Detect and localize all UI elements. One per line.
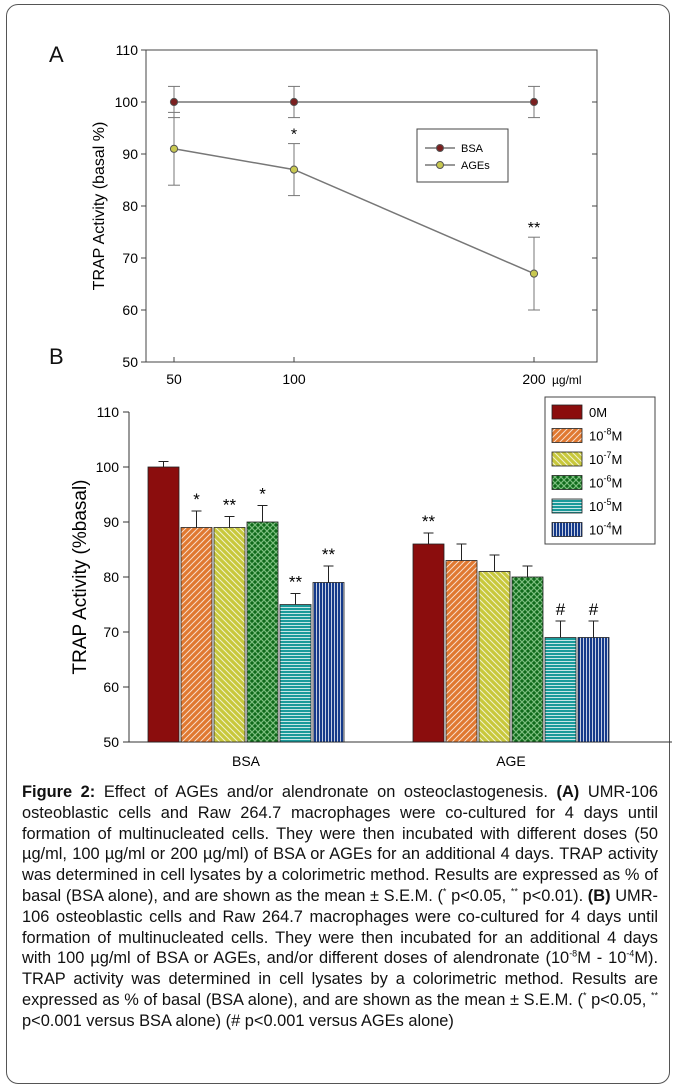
panel-a-label: A [49,42,64,67]
legend-label: AGEs [461,160,490,172]
data-point [289,165,299,174]
data-point [169,97,179,107]
legend-label: BSA [461,143,484,155]
legend-box [416,128,509,183]
legend-label: 0M [589,405,607,420]
panel-b-label: B [49,344,64,369]
caption-sup: ** [650,990,658,1001]
legend-swatch [551,451,583,467]
y-tick-label: 50 [122,354,138,370]
caption-sup: -4 [626,948,635,959]
significance-mark: ** [322,545,336,564]
bar [213,527,246,743]
x-tick-label: 100 [282,371,306,387]
y-tick-label: 90 [122,146,138,162]
significance-mark: * [259,485,266,504]
y-tick-label: 90 [103,514,119,530]
caption-text: p<0.05, [446,886,511,905]
x-tick-label: 50 [166,371,182,387]
bar [312,582,345,743]
significance-mark: * [291,127,297,144]
caption-text: Effect of AGEs and/or alendronate on ost… [95,783,557,801]
y-tick-label: 60 [103,679,119,695]
bar [544,637,577,743]
y-tick-label: 80 [103,569,119,585]
bar [577,637,610,743]
bar [511,576,544,743]
bar [279,604,312,743]
significance-mark: ** [223,496,237,515]
legend-box [544,396,656,545]
x-tick-label: AGE [496,753,526,769]
legend-swatch [551,522,583,537]
significance-mark: # [556,600,566,619]
y-tick-label: 70 [122,250,138,266]
significance-mark: ** [289,573,303,592]
caption-title: Figure 2: [22,783,96,801]
bar [147,466,180,743]
caption-b-label: (B) [587,886,611,905]
x-tick-label: 200 [522,371,546,387]
bar [246,521,279,743]
significance-mark: ** [528,220,540,237]
y-tick-label: 110 [97,404,120,420]
legend-swatch [551,428,583,443]
caption-text: M). TRAP activity was determined in cell… [22,949,658,1009]
bar [412,543,445,743]
line-chart-a: 50 60 70 80 90 100 110 50 100 200 µg/ml TRAP Activi… [91,42,598,387]
data-point [169,144,179,153]
data-point [529,269,539,278]
legend-label: 10-6M [589,474,622,491]
y-axis-label: TRAP Activity (%basal) [70,480,91,675]
significance-mark: # [589,600,599,619]
y-tick-label: 100 [96,459,120,475]
legend-swatch [551,475,583,490]
significance-mark: ** [422,512,436,531]
legend-swatch [551,404,583,420]
y-tick-label: 100 [115,94,139,110]
caption-text: M - 10 [577,949,627,968]
bar-chart-b: 50 60 70 80 90 100 110 TRAP Activity (%basal) BS… [70,396,672,769]
caption-sup: * [442,886,447,897]
caption-text: p<0.001 versus BSA alone) (# p<0.001 ver… [22,1011,454,1030]
x-unit-label: µg/ml [552,373,582,387]
figure-caption: Figure 2: Effect of AGEs and/or alendron… [22,782,658,1032]
legend-swatch [551,498,583,514]
legend-label: 10-4M [589,521,622,538]
bar [180,527,213,743]
y-tick-label: 50 [103,734,119,750]
caption-text: p<0.05, [586,990,651,1009]
legend-marker [436,161,444,169]
legend-marker [436,144,444,152]
caption-text: p<0.01). [517,886,588,905]
data-point [529,97,539,107]
y-tick-label: 110 [116,42,139,58]
legend-label: 10-8M [589,427,622,444]
y-tick-label: 70 [103,624,119,640]
caption-sup: * [582,990,587,1001]
caption-sup: ** [510,886,518,897]
caption-text: UMR-106 osteoblastic cells and Raw 264.7… [22,886,658,968]
x-tick-label: BSA [232,753,261,769]
bar [478,571,511,743]
legend-label: 10-5M [589,497,622,514]
caption-a-label: (A) [556,783,580,801]
y-tick-label: 80 [122,198,138,214]
significance-mark: * [193,490,200,509]
y-tick-label: 60 [122,302,138,318]
bar [445,560,478,743]
data-point [289,97,299,107]
figure-frame [6,4,670,1084]
y-axis-label: TRAP Activity (basal %) [91,122,108,291]
caption-text: UMR-106 osteoblastic cells and Raw 264.7… [22,783,658,905]
legend-label: 10-7M [589,450,622,467]
caption-sup: -8 [569,948,578,959]
